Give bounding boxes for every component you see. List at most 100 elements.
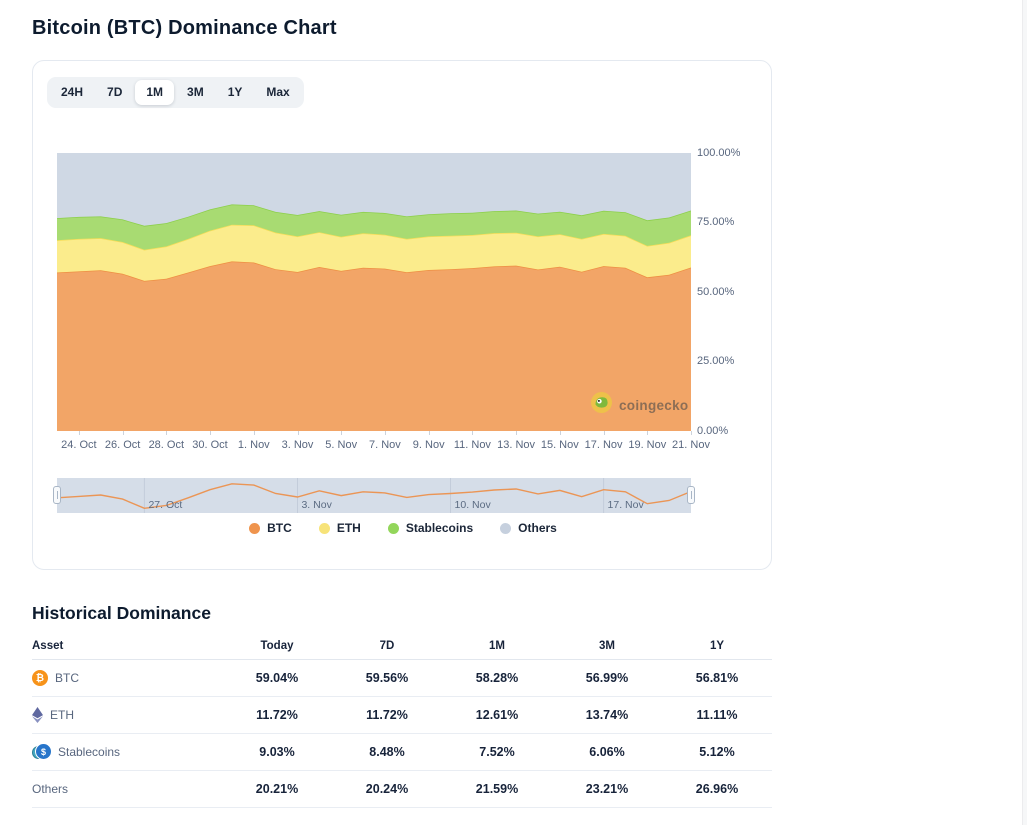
range-button-3m[interactable]: 3M (176, 80, 215, 105)
navigator-date-label: 27. Oct (148, 499, 183, 511)
x-axis-label: 11. Nov (453, 439, 491, 451)
range-button-max[interactable]: Max (255, 80, 300, 105)
y-axis-label: 25.00% (697, 355, 735, 367)
table-row-others: Others 20.21% 20.24% 21.59% 23.21% 26.96% (32, 771, 772, 808)
column-header-7d: 7D (379, 639, 395, 652)
legend-item-others[interactable]: Others (500, 521, 557, 535)
x-axis-label: 9. Nov (412, 439, 445, 451)
x-axis-label: 30. Oct (192, 439, 228, 451)
legend-dot-icon (500, 522, 512, 534)
dominance-value: 59.04% (255, 671, 299, 685)
navigator-date-label: 3. Nov (301, 499, 332, 511)
dominance-value: 56.99% (585, 671, 629, 685)
x-axis-label: 19. Nov (628, 439, 667, 451)
coingecko-watermark: coingecko (591, 392, 688, 418)
dominance-value: 8.48% (369, 745, 405, 759)
scrollbar-track[interactable] (1022, 0, 1027, 825)
btc-icon: ₿ (32, 670, 48, 686)
table-header-row: Asset Today 7D 1M 3M 1Y (32, 632, 772, 660)
x-axis-label: 15. Nov (540, 439, 579, 451)
stablecoins-icon: $ (32, 744, 51, 760)
dominance-value: 56.81% (695, 671, 739, 685)
area-stablecoins[interactable] (57, 204, 691, 250)
x-axis-label: 13. Nov (497, 439, 536, 451)
area-others[interactable] (57, 153, 691, 226)
area-btc[interactable] (57, 261, 691, 431)
dominance-value: 23.21% (585, 782, 629, 796)
coingecko-watermark-text: coingecko (619, 397, 689, 413)
dominance-stacked-area-chart[interactable] (57, 153, 691, 431)
legend-item-eth[interactable]: ETH (318, 521, 361, 535)
dominance-value: 12.61% (475, 708, 519, 722)
dominance-value: 9.03% (259, 745, 295, 759)
x-axis-label: 28. Oct (148, 439, 185, 451)
legend-item-btc[interactable]: BTC (249, 521, 292, 535)
dominance-chart-card: 24H 7D 1M 3M 1Y Max 0.00% 25.00% 50.00% 75.00% 10… (32, 60, 772, 570)
x-axis-tick (472, 431, 474, 435)
x-axis-tick (647, 431, 649, 435)
x-axis-tick (210, 431, 211, 435)
x-axis-tick (384, 431, 386, 435)
navigator-handle-right[interactable] (687, 486, 695, 504)
range-button-7d[interactable]: 7D (96, 80, 133, 105)
x-axis-tick (341, 431, 343, 435)
x-axis-label: 3. Nov (281, 439, 314, 451)
navigator-date-label: 10. Nov (454, 499, 491, 511)
x-axis-tick (559, 431, 561, 435)
x-axis-tick (166, 431, 168, 435)
x-axis-tick (78, 431, 80, 435)
x-axis-label: 26. Oct (104, 439, 141, 451)
dominance-value: 58.28% (475, 671, 519, 685)
y-axis-label: 75.00% (697, 216, 735, 228)
dominance-value: 11.11% (696, 708, 738, 722)
legend-label: ETH (336, 521, 361, 535)
asset-label: BTC (55, 671, 79, 685)
x-axis-label: 24. Oct (61, 439, 97, 451)
x-axis-label: 7. Nov (368, 439, 401, 451)
navigator-minichart[interactable] (56, 478, 692, 513)
column-header-1m: 1M (489, 639, 505, 652)
y-axis-label: 0.00% (697, 424, 729, 437)
dominance-value: 7.52% (479, 745, 515, 759)
historical-dominance-table: Asset Today 7D 1M 3M 1Y ₿ BTC 59.04% 59.56% 58.28%… (32, 632, 772, 808)
column-header-asset: Asset (32, 639, 64, 652)
chart-navigator[interactable]: 27. Oct 3. Nov 10. Nov 17. Nov (53, 478, 695, 513)
column-header-today: Today (260, 639, 294, 652)
dominance-value: 21.59% (475, 782, 519, 796)
range-button-1y[interactable]: 1Y (217, 80, 254, 105)
coingecko-logo-icon (591, 392, 612, 418)
x-axis-tick (516, 431, 518, 435)
dominance-value: 6.06% (589, 745, 625, 759)
x-axis-label: 1. Nov (237, 439, 270, 451)
dominance-value: 13.74% (585, 708, 629, 722)
navigator-btc-line (56, 483, 692, 510)
x-axis-tick (297, 431, 299, 435)
range-button-24h[interactable]: 24H (50, 80, 94, 105)
table-heading: Historical Dominance (32, 603, 211, 623)
column-header-1y: 1Y (709, 639, 725, 652)
dominance-value: 5.12% (699, 745, 735, 759)
y-axis-label: 100.00% (697, 146, 741, 159)
dominance-value: 20.21% (255, 782, 299, 796)
legend-label: Stablecoins (405, 521, 474, 535)
column-header-3m: 3M (599, 639, 615, 652)
time-range-selector: 24H 7D 1M 3M 1Y Max (47, 77, 304, 108)
dominance-value: 20.24% (365, 782, 409, 796)
legend-item-stablecoins[interactable]: Stablecoins (387, 521, 474, 535)
asset-label: Others (32, 782, 69, 796)
eth-icon (32, 707, 43, 723)
table-row-btc: ₿ BTC 59.04% 59.56% 58.28% 56.99% 56.81% (32, 660, 772, 697)
legend-label: BTC (267, 521, 292, 535)
asset-label: ETH (50, 708, 74, 722)
dominance-value: 59.56% (365, 671, 409, 685)
dominance-value: 11.72% (366, 708, 408, 722)
dominance-value: 26.96% (695, 782, 739, 796)
range-button-1m[interactable]: 1M (135, 80, 175, 105)
navigator-date-label: 17. Nov (607, 499, 644, 511)
x-axis-tick (122, 431, 124, 435)
legend-dot-icon (249, 522, 261, 534)
x-axis-label: 17. Nov (584, 439, 623, 451)
navigator-handle-left[interactable] (53, 486, 61, 504)
area-eth[interactable] (57, 224, 691, 281)
